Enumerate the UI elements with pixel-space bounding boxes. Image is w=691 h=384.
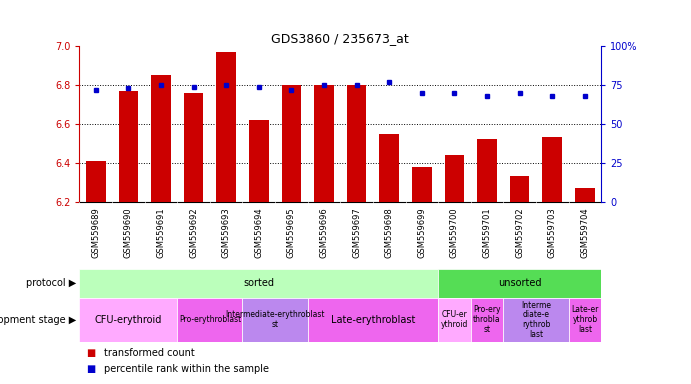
Bar bbox=[314, 85, 334, 202]
Text: GSM559702: GSM559702 bbox=[515, 207, 524, 258]
Text: GSM559699: GSM559699 bbox=[417, 207, 426, 258]
Bar bbox=[86, 161, 106, 202]
Bar bbox=[307, 298, 438, 342]
Text: development stage ▶: development stage ▶ bbox=[0, 314, 76, 325]
Text: protocol ▶: protocol ▶ bbox=[26, 278, 76, 288]
Bar bbox=[477, 139, 497, 202]
Bar bbox=[282, 85, 301, 202]
Bar bbox=[412, 167, 432, 202]
Title: GDS3860 / 235673_at: GDS3860 / 235673_at bbox=[272, 32, 409, 45]
Bar bbox=[151, 75, 171, 202]
Text: GSM559694: GSM559694 bbox=[254, 207, 263, 258]
Bar bbox=[79, 269, 438, 298]
Text: unsorted: unsorted bbox=[498, 278, 542, 288]
Text: CFU-erythroid: CFU-erythroid bbox=[95, 314, 162, 325]
Bar bbox=[184, 93, 203, 202]
Text: ■: ■ bbox=[86, 348, 95, 358]
Bar bbox=[379, 134, 399, 202]
Text: GSM559690: GSM559690 bbox=[124, 207, 133, 258]
Text: percentile rank within the sample: percentile rank within the sample bbox=[104, 364, 269, 374]
Bar bbox=[438, 269, 601, 298]
Text: GSM559704: GSM559704 bbox=[580, 207, 589, 258]
Bar bbox=[569, 298, 601, 342]
Bar bbox=[216, 52, 236, 202]
Text: GSM559695: GSM559695 bbox=[287, 207, 296, 258]
Bar bbox=[542, 137, 562, 202]
Text: Pro-ery
throbla
st: Pro-ery throbla st bbox=[473, 306, 501, 334]
Text: GSM559698: GSM559698 bbox=[385, 207, 394, 258]
Text: GSM559700: GSM559700 bbox=[450, 207, 459, 258]
Text: Intermediate-erythroblast
st: Intermediate-erythroblast st bbox=[225, 310, 325, 329]
Text: Pro-erythroblast: Pro-erythroblast bbox=[179, 315, 241, 324]
Text: ■: ■ bbox=[86, 364, 95, 374]
Bar bbox=[347, 85, 366, 202]
Bar bbox=[438, 298, 471, 342]
Text: GSM559691: GSM559691 bbox=[156, 207, 165, 258]
Bar bbox=[575, 188, 595, 202]
Text: GSM559703: GSM559703 bbox=[548, 207, 557, 258]
Bar bbox=[249, 120, 269, 202]
Bar bbox=[79, 298, 178, 342]
Text: GSM559689: GSM559689 bbox=[91, 207, 100, 258]
Bar bbox=[178, 298, 243, 342]
Bar bbox=[119, 91, 138, 202]
Bar bbox=[444, 155, 464, 202]
Text: GSM559692: GSM559692 bbox=[189, 207, 198, 258]
Bar bbox=[471, 298, 503, 342]
Bar bbox=[503, 298, 569, 342]
Text: Late-erythroblast: Late-erythroblast bbox=[331, 314, 415, 325]
Text: Interme
diate-e
rythrob
last: Interme diate-e rythrob last bbox=[521, 301, 551, 339]
Bar bbox=[243, 298, 307, 342]
Text: GSM559697: GSM559697 bbox=[352, 207, 361, 258]
Text: GSM559696: GSM559696 bbox=[319, 207, 328, 258]
Text: GSM559701: GSM559701 bbox=[482, 207, 491, 258]
Text: transformed count: transformed count bbox=[104, 348, 194, 358]
Text: sorted: sorted bbox=[243, 278, 274, 288]
Text: CFU-er
ythroid: CFU-er ythroid bbox=[441, 310, 468, 329]
Text: GSM559693: GSM559693 bbox=[222, 207, 231, 258]
Text: Late-er
ythrob
last: Late-er ythrob last bbox=[571, 306, 598, 334]
Bar bbox=[510, 176, 529, 202]
